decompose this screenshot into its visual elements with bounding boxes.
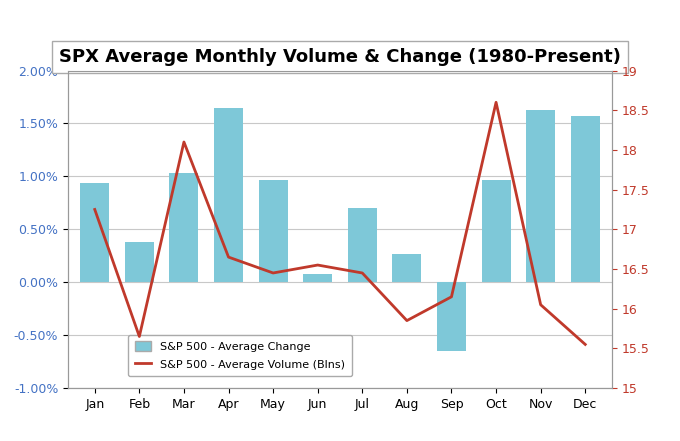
Bar	[214, 108, 243, 282]
Bar	[347, 208, 377, 282]
Bar	[392, 254, 422, 282]
S&P 500 - Average Volume (Blns)	[313, 262, 322, 268]
S&P 500 - Average Volume (Blns)	[358, 270, 367, 276]
S&P 500 - Average Volume (Blns)	[135, 334, 143, 339]
S&P 500 - Average Volume (Blns)	[581, 342, 590, 347]
S&P 500 - Average Volume (Blns)	[224, 254, 233, 260]
Bar	[80, 183, 109, 282]
S&P 500 - Average Volume (Blns)	[269, 270, 277, 276]
S&P 500 - Average Volume (Blns)	[180, 139, 188, 145]
Bar	[169, 173, 199, 282]
Bar	[571, 116, 600, 282]
S&P 500 - Average Volume (Blns)	[492, 100, 500, 105]
Bar	[437, 282, 466, 351]
S&P 500 - Average Volume (Blns)	[447, 294, 456, 299]
Bar	[481, 179, 511, 282]
Line: S&P 500 - Average Volume (Blns): S&P 500 - Average Volume (Blns)	[95, 102, 585, 344]
Legend: S&P 500 - Average Change, S&P 500 - Average Volume (Blns): S&P 500 - Average Change, S&P 500 - Aver…	[128, 335, 352, 376]
Bar	[303, 274, 333, 282]
Bar	[125, 242, 154, 282]
S&P 500 - Average Volume (Blns)	[537, 302, 545, 307]
Bar	[258, 179, 288, 282]
S&P 500 - Average Volume (Blns)	[403, 318, 411, 323]
Bar	[526, 110, 555, 282]
S&P 500 - Average Volume (Blns)	[90, 207, 99, 212]
Title: SPX Average Monthly Volume & Change (1980-Present): SPX Average Monthly Volume & Change (198…	[59, 48, 621, 66]
